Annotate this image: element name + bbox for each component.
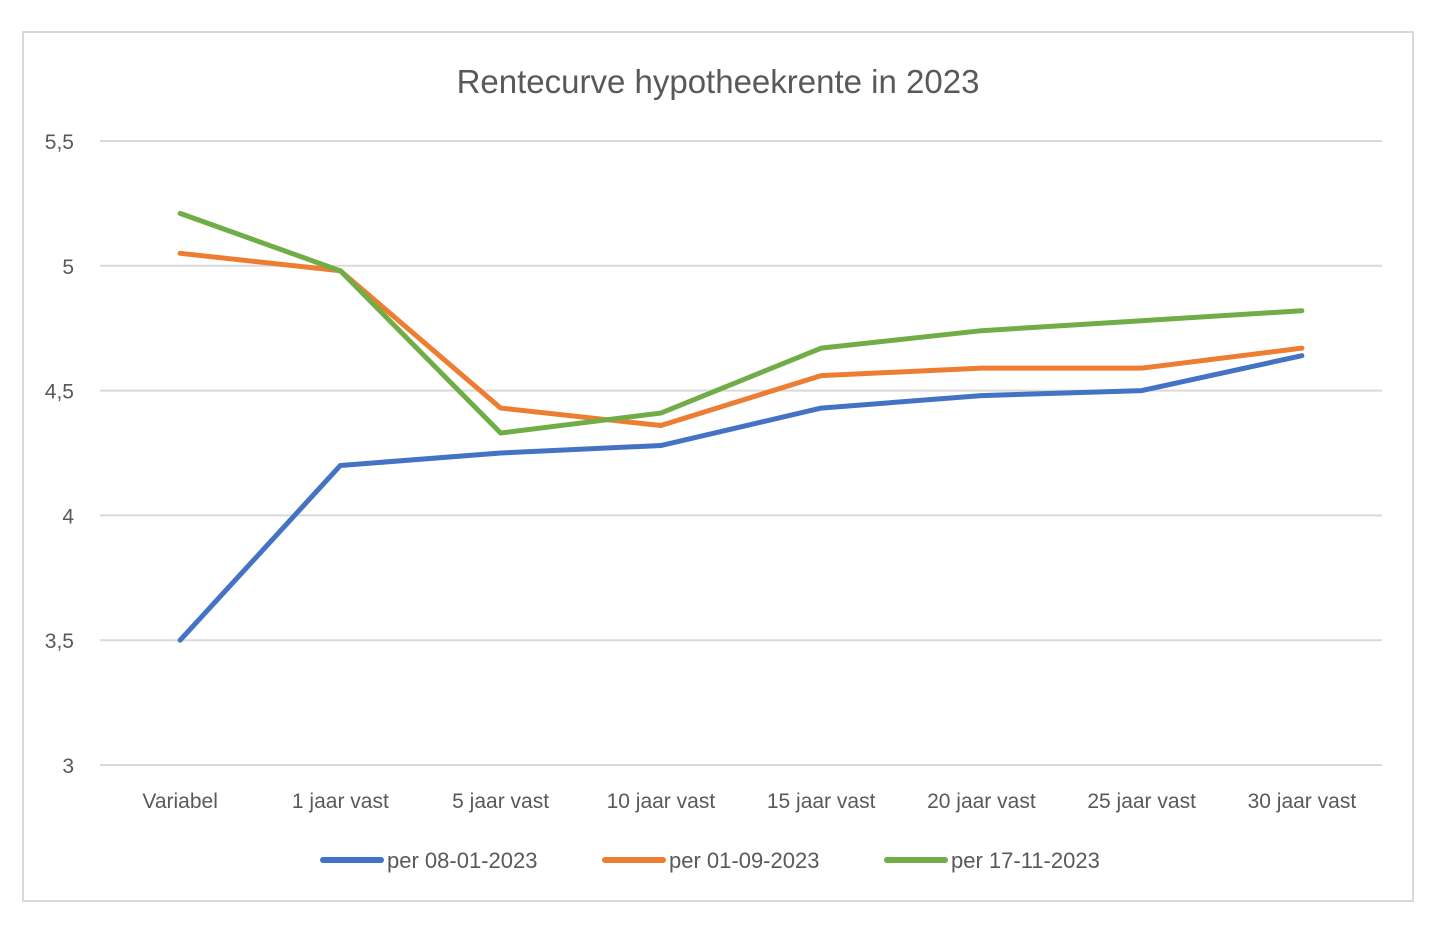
legend-label: per 17-11-2023 [951,848,1100,873]
y-tick-label: 4 [62,505,74,528]
y-tick-label: 5 [62,256,74,279]
x-tick-label: 25 jaar vast [1087,790,1196,813]
x-tick-label: 30 jaar vast [1248,790,1357,813]
y-tick-label: 4,5 [45,381,74,404]
x-tick-label: 15 jaar vast [767,790,876,813]
x-tick-label: 10 jaar vast [607,790,716,813]
y-tick-label: 3,5 [45,630,74,653]
legend: per 08-01-2023 per 01-09-2023 per 17-11-20… [320,848,1100,873]
series-line-3 [177,210,1305,436]
series-line-1 [177,353,1305,643]
x-tick-label: 20 jaar vast [927,790,1036,813]
chart-title: Rentecurve hypotheekrente in 2023 [457,63,980,100]
series-lines [177,210,1305,643]
legend-label: per 01-09-2023 [669,848,819,873]
chart-frame [22,31,1414,902]
y-tick-label: 5,5 [45,131,74,154]
x-tick-label: 5 jaar vast [452,790,549,813]
y-axis-tick-labels: 3 3,5 4 4,5 5 5,5 [45,131,75,778]
x-tick-label: 1 jaar vast [292,790,389,813]
x-tick-label: Variabel [142,790,218,813]
y-tick-label: 3 [62,755,74,778]
gridlines [100,140,1382,766]
legend-label: per 08-01-2023 [387,848,537,873]
series-line-2 [177,250,1305,429]
x-axis-tick-labels: Variabel 1 jaar vast 5 jaar vast 10 jaar va… [142,790,1356,813]
